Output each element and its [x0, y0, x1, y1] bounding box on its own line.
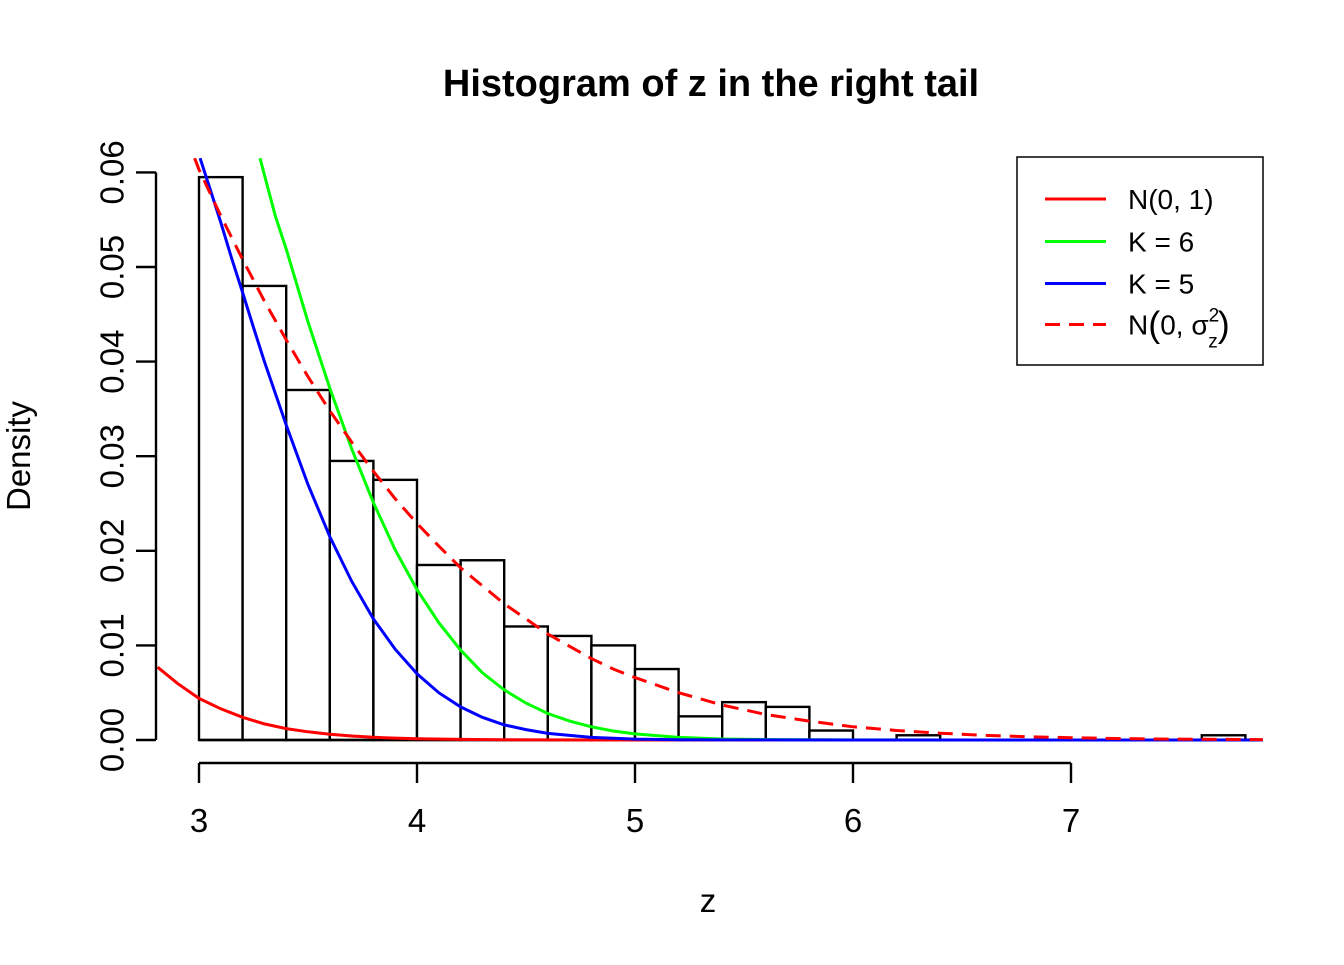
x-axis: 3 4 5 6 7: [190, 761, 1080, 839]
legend-label-k6: K = 6: [1128, 227, 1194, 258]
curve-k5: [198, 157, 1263, 742]
histogram-bar: [764, 705, 811, 742]
histogram-bar: [197, 175, 244, 742]
histogram-bar: [415, 563, 462, 742]
y-tick-label: 0.03: [94, 424, 131, 488]
histogram-bar: [503, 625, 550, 742]
curve-n0-sigma2: [193, 157, 1263, 742]
legend-label-k5: K = 5: [1128, 269, 1194, 300]
y-tick-label: 0.05: [94, 235, 131, 299]
chart-title: Histogram of z in the right tail: [443, 63, 979, 105]
y-tick-label: 0.01: [94, 613, 131, 677]
legend-label-n0sigma2: N(0, σ2 z): [1128, 304, 1230, 353]
y-tick-label: 0.04: [94, 329, 131, 393]
legend: N(0, 1) K = 6 K = 5 N(0, σ2 z): [1016, 156, 1264, 366]
y-tick-label: 0.00: [94, 708, 131, 772]
histogram-bar: [328, 459, 375, 742]
y-axis: 0.00 0.01 0.02 0.03 0.04 0.05 0.06: [94, 140, 158, 772]
histogram-bar: [721, 700, 768, 742]
histogram-bar: [459, 559, 506, 742]
histogram: [197, 175, 1247, 742]
x-tick-label: 7: [1062, 802, 1080, 839]
x-tick-label: 6: [844, 802, 862, 839]
legend-box: [1016, 156, 1264, 366]
x-tick-label: 4: [408, 802, 426, 839]
x-tick-label: 3: [190, 802, 208, 839]
x-tick-label: 5: [626, 802, 644, 839]
y-tick-label: 0.06: [94, 140, 131, 204]
y-axis-label: Density: [0, 400, 37, 511]
histogram-bar: [241, 284, 288, 742]
y-tick-label: 0.02: [94, 519, 131, 583]
histogram-bar: [590, 644, 637, 742]
density-curves: [156, 157, 1263, 742]
legend-label-n01: N(0, 1): [1128, 184, 1214, 215]
x-axis-label: z: [700, 882, 717, 919]
